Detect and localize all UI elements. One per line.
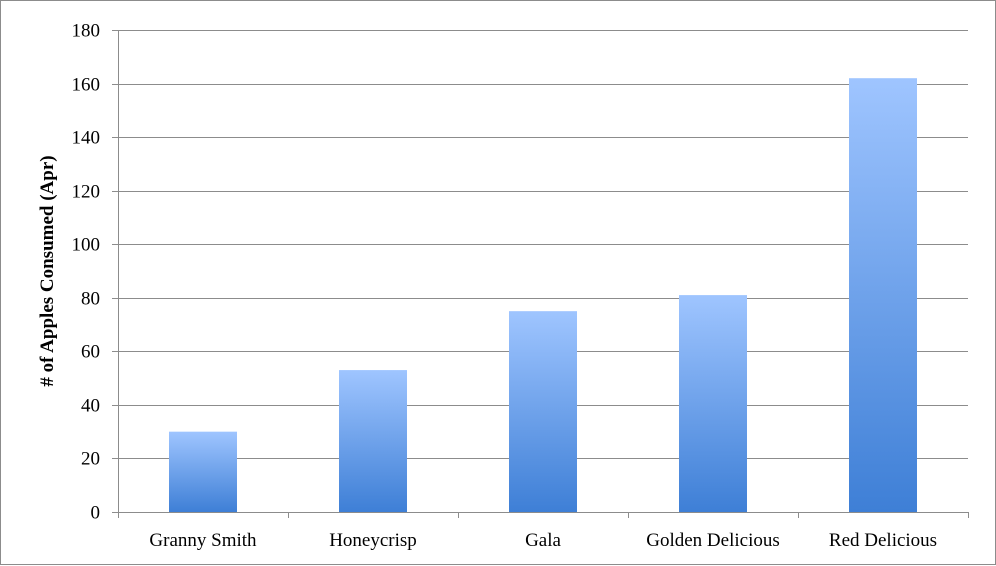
- x-category-label: Golden Delicious: [646, 530, 780, 551]
- y-tick-label: 80: [81, 289, 100, 310]
- y-tick-label: 120: [72, 182, 101, 203]
- y-tick-label: 180: [72, 21, 101, 42]
- bars: [169, 78, 917, 512]
- x-category-label: Gala: [525, 530, 561, 551]
- y-axis-title: # of Apples Consumed (Apr): [37, 155, 58, 386]
- y-tick-label: 20: [81, 449, 100, 470]
- gridlines: [118, 30, 968, 459]
- y-tick-label: 40: [81, 396, 100, 417]
- x-category-label: Honeycrisp: [329, 530, 417, 551]
- bar-golden-delicious: [679, 295, 747, 512]
- y-tick-label: 160: [72, 75, 101, 96]
- y-tick-label: 100: [72, 235, 101, 256]
- x-category-labels: Granny Smith Honeycrisp Gala Golden Delicio…: [149, 530, 937, 551]
- bar-honeycrisp: [339, 370, 407, 512]
- bar-granny-smith: [169, 431, 237, 512]
- x-category-label: Red Delicious: [829, 530, 937, 551]
- bar-red-delicious: [849, 78, 917, 512]
- y-tick-label: 60: [81, 342, 100, 363]
- axes: [112, 30, 969, 518]
- bar-gala: [509, 311, 577, 512]
- y-tick-label: 140: [72, 128, 101, 149]
- x-category-label: Granny Smith: [149, 530, 257, 551]
- y-tick-label: 0: [91, 503, 101, 524]
- y-tick-labels: 0 20 40 60 80 100 120 140 160 180: [72, 21, 101, 524]
